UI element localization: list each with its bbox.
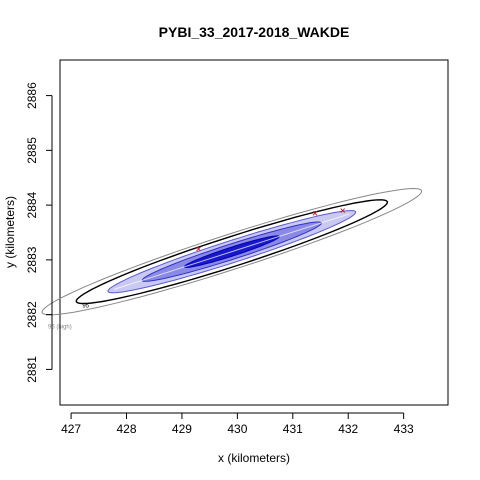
y-tick-label: 2881 — [25, 356, 39, 383]
contour-label: 95 (high) — [48, 325, 72, 331]
y-axis: 2881 2882 2883 2884 2885 2886 — [25, 82, 53, 383]
location-point — [312, 211, 318, 216]
x-axis: 427 428 429 430 431 432 433 — [61, 412, 414, 436]
contour-label: 95 — [82, 304, 89, 310]
x-tick-label: 431 — [283, 422, 303, 436]
y-tick-label: 2885 — [25, 137, 39, 164]
chart-title: PYBI_33_2017-2018_WAKDE — [159, 24, 350, 40]
y-tick-label: 2882 — [25, 301, 39, 328]
location-point — [196, 246, 201, 252]
contour-layer: 95 (high) 95 — [41, 187, 423, 331]
x-tick-label: 430 — [227, 422, 247, 436]
location-point — [340, 208, 346, 213]
y-tick-label: 2886 — [25, 82, 39, 109]
point-layer — [196, 208, 346, 252]
contour-2 — [75, 199, 388, 305]
plot-area — [59, 59, 449, 406]
y-axis-label: y (kilometers) — [3, 196, 17, 268]
x-tick-label: 428 — [116, 422, 136, 436]
x-tick-label: 427 — [61, 422, 81, 436]
y-tick-label: 2883 — [25, 246, 39, 273]
x-tick-label: 429 — [172, 422, 192, 436]
x-tick-label: 433 — [394, 422, 414, 436]
y-tick-label: 2884 — [25, 191, 39, 218]
ridge-line — [113, 213, 350, 290]
x-tick-label: 432 — [338, 422, 358, 436]
x-axis-label: x (kilometers) — [218, 451, 290, 465]
contour-1 — [41, 187, 423, 316]
